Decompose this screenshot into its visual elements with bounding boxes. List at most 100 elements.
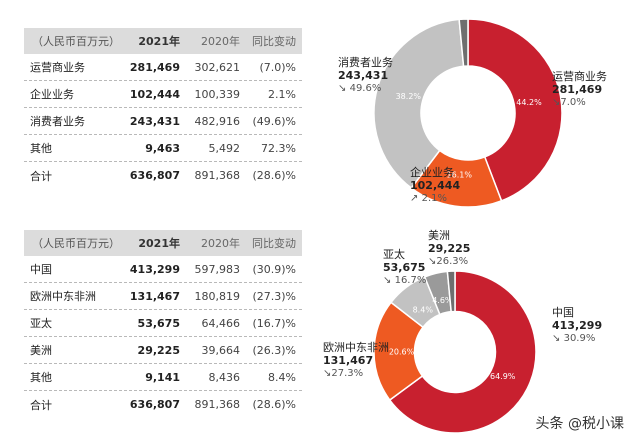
legend-label-asia-pacific: 亚太 53,675 ↘ 16.7%	[383, 248, 426, 287]
label-change: ↘27.3%	[323, 368, 364, 379]
arrow-down-icon: ↘	[323, 368, 332, 379]
label-change: ↘ 30.9%	[552, 333, 596, 344]
table-row-total: 合计 636,807 891,368 (28.6)%	[24, 391, 302, 418]
slice-percent-label: 20.6%	[389, 347, 415, 356]
header-unit: （人民币百万元）	[32, 35, 120, 48]
row-2021: 281,469	[129, 60, 180, 74]
slice-percent-label: 16.1%	[447, 170, 473, 179]
watermark: 头条 @税小课	[531, 411, 628, 435]
header-2021: 2021年	[138, 35, 180, 48]
row-2021: 243,431	[129, 114, 180, 128]
row-2020: 5,492	[208, 141, 241, 155]
arrow-down-icon: ↘	[383, 275, 392, 286]
donut-slice	[373, 18, 465, 190]
row-2020: 64,466	[201, 316, 241, 330]
row-change: (49.6)%	[252, 114, 296, 128]
label-change: ↗ 2.1%	[410, 193, 447, 204]
label-change: ↘ 49.6%	[338, 83, 382, 94]
business-table: （人民币百万元） 2021年 2020年 同比变动 运营商业务 281,469 …	[24, 28, 302, 189]
row-2021: 413,299	[129, 262, 180, 276]
label-name: 中国	[552, 306, 574, 319]
row-change: (28.6)%	[252, 169, 296, 182]
row-name: 中国	[30, 263, 52, 276]
row-2021: 9,463	[145, 141, 180, 155]
row-2020: 597,983	[194, 262, 241, 276]
table-row-total: 合计 636,807 891,368 (28.6)%	[24, 162, 302, 189]
table-row: 中国 413,299 597,983 (30.9)%	[24, 256, 302, 283]
legend-label-carrier: 运营商业务 281,469 ↘7.0%	[552, 70, 607, 109]
legend-label-emea: 欧洲中东非洲 131,467 ↘27.3%	[323, 341, 389, 380]
row-2020: 100,339	[194, 87, 241, 101]
row-name: 合计	[30, 398, 52, 412]
row-change: (7.0)%	[259, 60, 296, 74]
header-2020: 2020年	[201, 35, 240, 48]
donut-slice	[446, 270, 456, 313]
table-row: 企业业务 102,444 100,339 2.1%	[24, 81, 302, 108]
region-table-header: （人民币百万元） 2021年 2020年 同比变动	[24, 230, 302, 256]
row-2020: 482,916	[194, 114, 241, 128]
row-name: 企业业务	[30, 88, 74, 101]
slice-percent-label: 44.2%	[516, 98, 542, 107]
slice-percent-label: 64.9%	[490, 372, 516, 381]
header-change: 同比变动	[252, 35, 296, 48]
row-name: 其他	[30, 142, 52, 155]
row-change: (27.3)%	[252, 289, 296, 303]
donut-slice	[458, 18, 469, 68]
row-2020: 8,436	[208, 370, 241, 384]
legend-label-enterprise: 企业业务 102,444 ↗ 2.1%	[410, 166, 460, 205]
region-table: （人民币百万元） 2021年 2020年 同比变动 中国 413,299 597…	[24, 230, 302, 418]
row-name: 亚太	[30, 317, 52, 330]
label-amount: 102,444	[410, 179, 461, 192]
business-donut-chart: 44.2% 16.1% 38.2%	[373, 18, 563, 208]
label-name: 运营商业务	[552, 70, 607, 83]
label-change: ↘7.0%	[552, 97, 586, 108]
label-name: 企业业务	[410, 166, 454, 179]
row-change: (16.7)%	[252, 316, 296, 330]
row-name: 合计	[30, 169, 52, 183]
row-2021: 102,444	[129, 87, 180, 101]
slice-percent-label: 8.4%	[413, 305, 434, 314]
label-amount: 413,299	[552, 319, 603, 332]
slice-percent-label: 38.2%	[396, 92, 422, 101]
row-2020: 180,819	[194, 289, 241, 303]
arrow-down-icon: ↘	[552, 97, 561, 108]
row-change: (28.6)%	[252, 398, 296, 411]
table-row: 欧洲中东非洲 131,467 180,819 (27.3)%	[24, 283, 302, 310]
row-change: 72.3%	[261, 141, 296, 155]
row-name: 运营商业务	[30, 61, 85, 74]
arrow-up-icon: ↗	[410, 193, 419, 204]
row-change: 2.1%	[268, 87, 296, 101]
row-change: (26.3)%	[252, 343, 296, 357]
label-amount: 243,431	[338, 69, 389, 82]
row-2021: 131,467	[129, 289, 180, 303]
header-unit: （人民币百万元）	[32, 237, 120, 250]
row-2020: 891,368	[194, 398, 241, 411]
label-change: ↘26.3%	[428, 256, 469, 267]
row-change: (30.9)%	[252, 262, 296, 276]
row-2020: 39,664	[201, 343, 241, 357]
table-row: 美洲 29,225 39,664 (26.3)%	[24, 337, 302, 364]
arrow-down-icon: ↘	[552, 333, 561, 344]
label-name: 亚太	[383, 248, 405, 261]
row-name: 消费者业务	[30, 115, 85, 128]
row-2021: 9,141	[145, 370, 180, 384]
header-change: 同比变动	[252, 237, 296, 250]
slice-percent-label: 4.6%	[432, 296, 453, 305]
table-row: 亚太 53,675 64,466 (16.7)%	[24, 310, 302, 337]
table-row: 其他 9,141 8,436 8.4%	[24, 364, 302, 391]
legend-label-americas: 美洲 29,225 ↘26.3%	[428, 229, 470, 268]
legend-label-consumer: 消费者业务 243,431 ↘ 49.6%	[338, 56, 393, 95]
row-2021: 53,675	[137, 316, 180, 330]
row-2021: 636,807	[129, 169, 180, 182]
header-2021: 2021年	[138, 237, 180, 250]
label-name: 美洲	[428, 229, 450, 242]
arrow-down-icon: ↘	[338, 83, 347, 94]
label-change: ↘ 16.7%	[383, 275, 427, 286]
legend-label-china: 中国 413,299 ↘ 30.9%	[552, 306, 602, 345]
label-amount: 131,467	[323, 354, 374, 367]
arrow-down-icon: ↘	[428, 256, 437, 267]
region-donut-chart: 64.9% 20.6% 8.4%4.6%	[373, 270, 537, 434]
row-2020: 891,368	[194, 169, 241, 182]
donut-slice	[467, 18, 563, 202]
row-name: 其他	[30, 371, 52, 384]
